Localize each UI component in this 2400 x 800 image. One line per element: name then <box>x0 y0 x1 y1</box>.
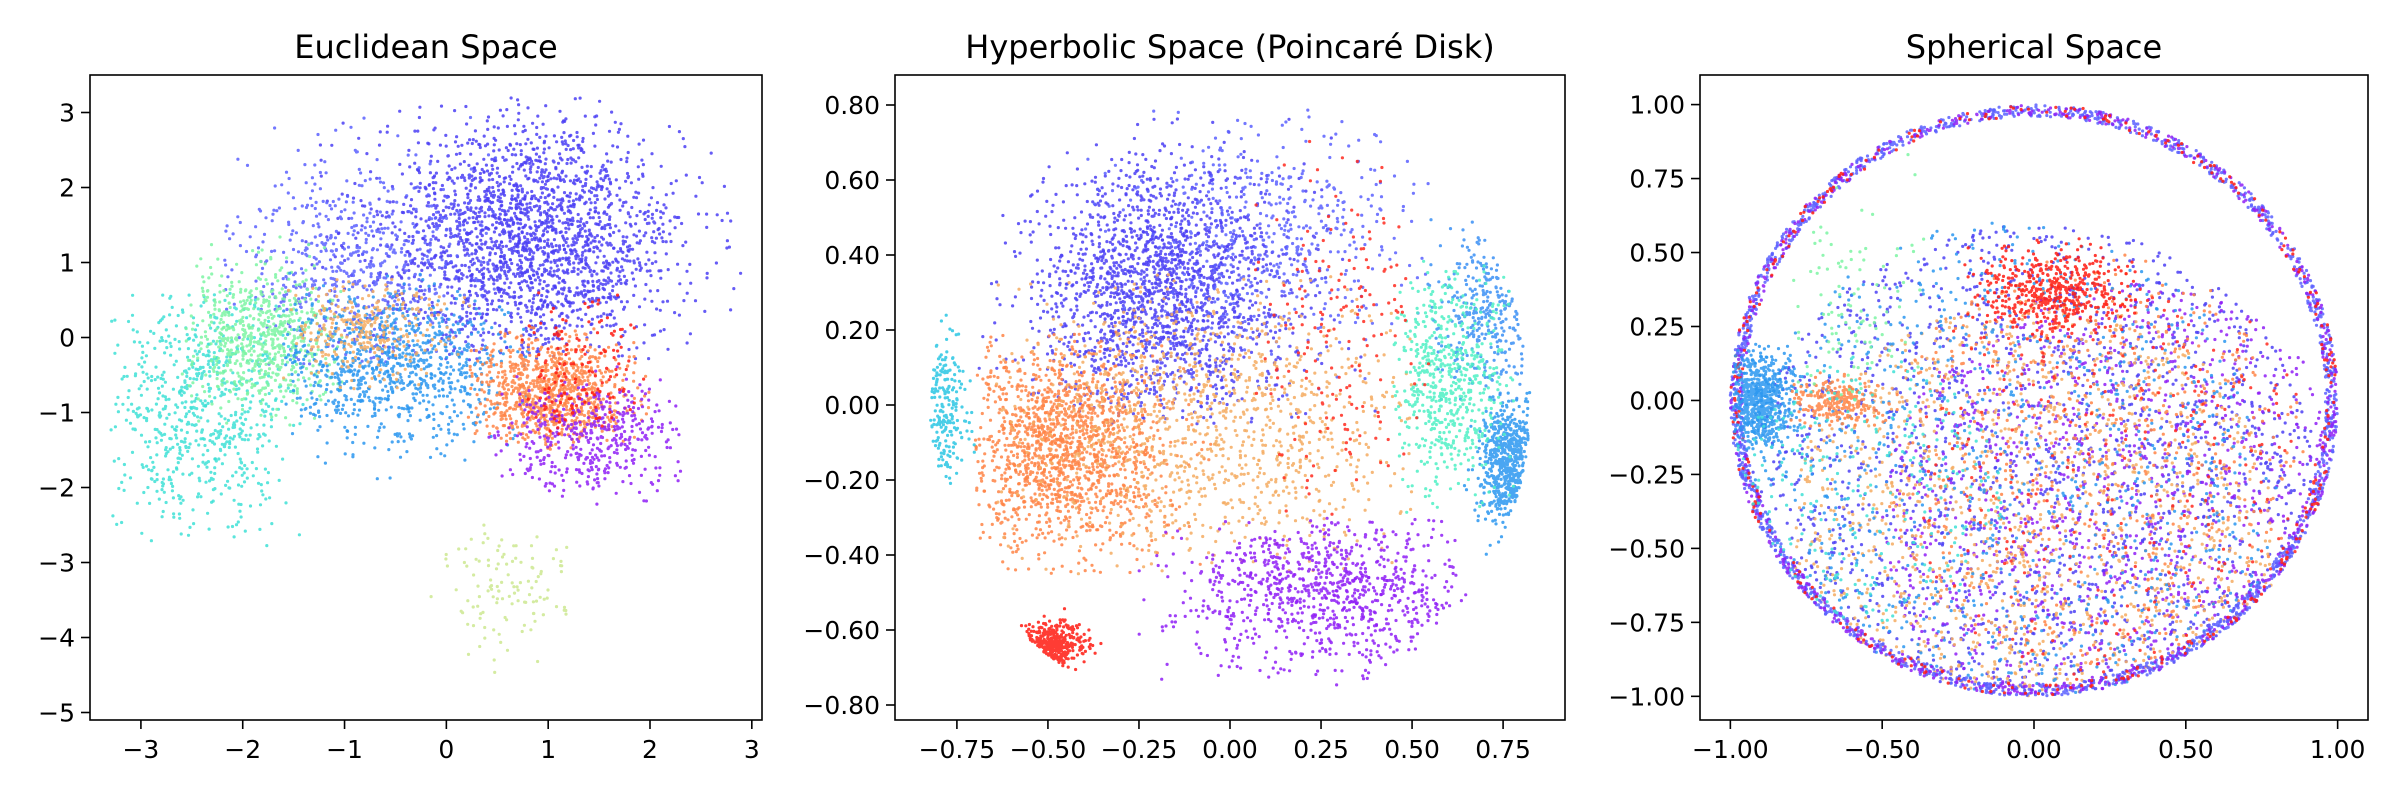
y-tick-label: −0.80 <box>803 691 880 720</box>
scatter-point-group <box>929 313 976 485</box>
scatter-point-group <box>1462 391 1532 556</box>
y-tick-label: −5 <box>38 699 75 728</box>
scatter-point-group <box>1013 136 1357 419</box>
scatter-point-group <box>1392 259 1516 514</box>
y-tick-label: 0.50 <box>1629 239 1685 268</box>
scatter-point-group <box>180 235 344 427</box>
y-tick-label: −3 <box>38 549 75 578</box>
scatter-point-group <box>1737 225 2268 687</box>
scatter-point-group <box>1254 139 1431 516</box>
scatter-point-group <box>1922 287 2327 687</box>
y-tick-label: −0.75 <box>1608 608 1685 637</box>
x-tick-label: 2 <box>642 735 658 764</box>
y-tick-label: −0.20 <box>803 466 880 495</box>
scatter-points <box>1728 103 2339 698</box>
scatter-point-group <box>487 365 683 506</box>
y-tick-label: 1.00 <box>1629 91 1685 120</box>
x-tick-label: −0.50 <box>1844 735 1921 764</box>
y-tick-label: 0.60 <box>824 166 880 195</box>
scatter-point-group <box>282 277 472 391</box>
x-tick-label: −2 <box>224 735 261 764</box>
plot-frame <box>894 74 1566 721</box>
x-tick-label: 0.75 <box>1475 735 1531 764</box>
scatter-point-group <box>1019 607 1103 672</box>
x-tick-label: 0.50 <box>1384 735 1440 764</box>
y-tick-label: 0.75 <box>1629 165 1685 194</box>
x-tick-label: 1 <box>540 735 556 764</box>
x-tick-label: 1.00 <box>2310 735 2366 764</box>
y-tick-label: −1 <box>38 399 75 428</box>
scatter-point-group <box>1794 300 2273 698</box>
x-tick-label: −0.25 <box>1101 735 1178 764</box>
y-tick-label: 1 <box>59 249 75 278</box>
scatter-point-group <box>1789 371 1899 428</box>
y-tick-label: 0 <box>59 324 75 353</box>
scatter-point-group <box>1137 516 1455 677</box>
panel-title: Euclidean Space <box>294 28 557 66</box>
hyperbolic-panel: Hyperbolic Space (Poincaré Disk) −0.75 −0… <box>803 28 1566 764</box>
x-tick-label: −0.50 <box>1010 735 1087 764</box>
y-tick-label: 0.00 <box>1629 386 1685 415</box>
scatter-points <box>929 108 1532 687</box>
scatter-point-group <box>1729 104 2339 696</box>
scatter-point-group <box>109 291 305 548</box>
x-tick-label: 0.50 <box>2158 735 2214 764</box>
scatter-point-group <box>981 117 1330 424</box>
scatter-points <box>109 96 743 674</box>
x-tick-label: 3 <box>744 735 760 764</box>
plot-frame <box>89 74 763 721</box>
scatter-point-group <box>189 275 344 405</box>
y-tick-label: 0.40 <box>824 241 880 270</box>
euclidean-panel: Euclidean Space −3 −2 −1 0 1 2 3 −5 −4 −3 −2 −1 0 1 2 3 <box>38 28 763 764</box>
y-tick-label: 3 <box>59 99 75 128</box>
scatter-point-group <box>1729 105 2337 697</box>
y-tick-label: 0.25 <box>1629 312 1685 341</box>
y-tick-label: 0.80 <box>824 91 880 120</box>
scatter-point-group <box>1952 237 2138 343</box>
y-tick-label: −0.25 <box>1608 460 1685 489</box>
x-tick-label: −1.00 <box>1692 735 1769 764</box>
y-tick-label: 2 <box>59 174 75 203</box>
panel-title: Hyperbolic Space (Poincaré Disk) <box>965 28 1494 66</box>
x-tick-label: −3 <box>122 735 159 764</box>
scatter-point-group <box>281 97 736 360</box>
scatter-point-group <box>996 273 1414 573</box>
y-tick-label: 0.20 <box>824 316 880 345</box>
scatter-point-group <box>1142 518 1468 687</box>
y-tick-label: −4 <box>38 624 75 653</box>
x-tick-label: −1 <box>326 735 363 764</box>
x-tick-label: 0 <box>438 735 454 764</box>
scatter-point-group <box>294 108 733 361</box>
y-tick-label: −0.40 <box>803 541 880 570</box>
x-tick-label: 0.00 <box>2006 735 2062 764</box>
scatter-point-group <box>429 523 569 674</box>
x-tick-label: 0.00 <box>1202 735 1258 764</box>
axes: −3 −2 −1 0 1 2 3 −5 −4 −3 −2 −1 0 1 2 3 <box>38 74 763 764</box>
x-tick-label: 0.25 <box>1293 735 1349 764</box>
y-tick-label: −0.60 <box>803 616 880 645</box>
scatter-point-group <box>282 271 529 480</box>
scatter-point-group <box>995 273 1413 576</box>
y-tick-label: 0.00 <box>824 391 880 420</box>
scatter-point-group <box>120 293 297 529</box>
scatter-point-group <box>520 291 646 436</box>
scatter-point-group <box>1736 355 2003 622</box>
spherical-panel: Spherical Space −1.00 −0.50 0.00 0.50 1.00−1… <box>1608 28 2369 764</box>
scatter-point-group <box>1792 153 1926 402</box>
y-tick-label: −2 <box>38 474 75 503</box>
x-tick-label: −0.75 <box>919 735 996 764</box>
axes: −1.00 −0.50 0.00 0.50 1.00 −1.00 −0.75 −0.50 −0.… <box>1608 74 2369 764</box>
panel-title: Spherical Space <box>1906 28 2162 66</box>
y-tick-label: −1.00 <box>1608 682 1685 711</box>
axes: −0.75 −0.50 −0.25 0.00 0.25 0.50 0.75 −0.80 −0.6… <box>803 74 1566 764</box>
y-tick-label: −0.50 <box>1608 534 1685 563</box>
